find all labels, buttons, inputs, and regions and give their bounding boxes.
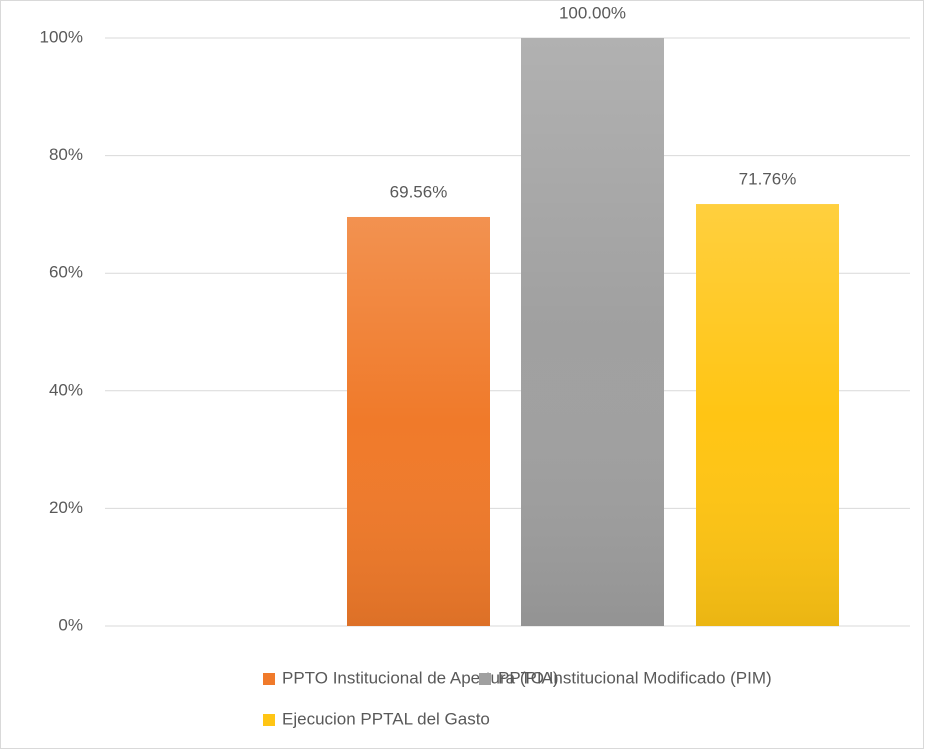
data-label: 69.56% [390, 182, 448, 201]
data-label: 100.00% [559, 3, 626, 22]
data-label: 71.76% [739, 170, 797, 189]
y-tick-label: 40% [49, 380, 83, 399]
legend-swatch [263, 714, 275, 726]
y-tick-label: 100% [40, 27, 83, 46]
legend-label: Ejecucion PPTAL del Gasto [282, 709, 490, 728]
legend-swatch [479, 673, 491, 685]
y-tick-label: 20% [49, 498, 83, 517]
bar-shade [521, 38, 664, 626]
y-tick-label: 0% [58, 615, 83, 634]
legend-label: PPTO Institucional Modificado (PIM) [498, 668, 772, 687]
legend-swatch [263, 673, 275, 685]
y-tick-label: 80% [49, 145, 83, 164]
bar-shade [696, 204, 839, 626]
y-tick-label: 60% [49, 263, 83, 282]
bar-shade [347, 216, 490, 627]
